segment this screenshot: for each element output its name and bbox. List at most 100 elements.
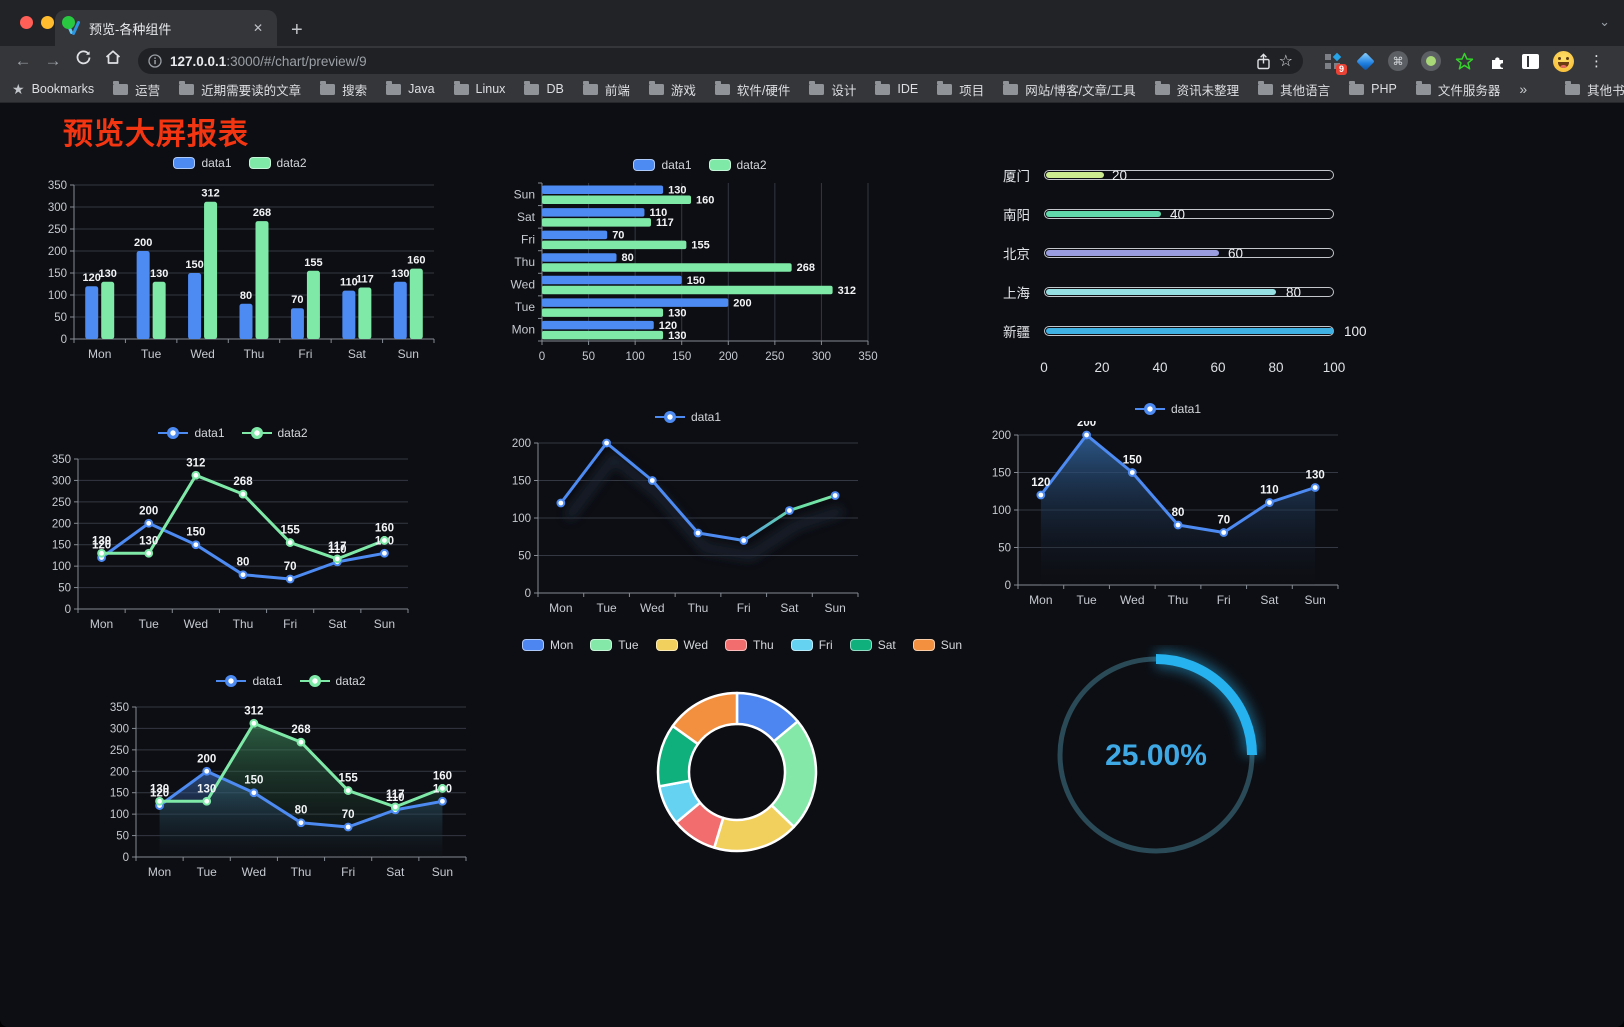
city-label: 上海 bbox=[1003, 285, 1030, 301]
svg-text:Sat: Sat bbox=[780, 601, 799, 615]
extension-command-icon[interactable]: ⌘ bbox=[1387, 50, 1409, 72]
share-icon[interactable] bbox=[1256, 52, 1271, 70]
folder-icon bbox=[113, 80, 129, 95]
bookmark-folder[interactable]: Java bbox=[386, 80, 435, 99]
folder-icon bbox=[1565, 80, 1581, 95]
svg-text:250: 250 bbox=[110, 745, 129, 757]
tab-search-chevron-icon[interactable]: ⌄ bbox=[1599, 14, 1610, 29]
svg-text:150: 150 bbox=[52, 540, 71, 552]
bookmark-folder[interactable]: 搜索 bbox=[320, 80, 367, 99]
address-bar[interactable]: 127.0.0.1:3000/#/chart/preview/9 ☆ bbox=[138, 48, 1303, 74]
legend-item[interactable]: Mon bbox=[521, 638, 573, 652]
bookmark-folder[interactable]: 前端 bbox=[582, 80, 630, 99]
legend-item[interactable]: data1 bbox=[633, 158, 692, 172]
svg-text:250: 250 bbox=[765, 351, 784, 363]
donut-chart: Mon Tue Wed Thu Fri Sat Sun bbox=[521, 635, 962, 860]
legend-item[interactable]: data2 bbox=[248, 156, 307, 170]
svg-text:268: 268 bbox=[253, 207, 271, 219]
legend-item[interactable]: data1 bbox=[173, 156, 232, 170]
city-label: 新疆 bbox=[1003, 324, 1030, 340]
bookmark-folder[interactable]: 设计 bbox=[809, 80, 856, 99]
svg-text:Sun: Sun bbox=[398, 347, 419, 361]
browser-menu-icon[interactable]: ⋮ bbox=[1589, 53, 1604, 70]
folder-icon bbox=[524, 80, 540, 95]
side-panel-icon[interactable] bbox=[1519, 50, 1541, 72]
legend-item[interactable]: Fri bbox=[790, 638, 833, 652]
bookmarks-root[interactable]: ★ Bookmarks bbox=[12, 81, 95, 97]
legend-item[interactable]: Sun bbox=[912, 638, 962, 652]
svg-text:80: 80 bbox=[1172, 507, 1185, 519]
svg-text:200: 200 bbox=[52, 518, 71, 530]
legend-item[interactable]: data1 bbox=[216, 674, 283, 688]
svg-text:312: 312 bbox=[201, 188, 219, 200]
bookmark-folder[interactable]: DB bbox=[524, 80, 564, 99]
bookmark-folder[interactable]: 软件/硬件 bbox=[714, 80, 790, 99]
folder-icon bbox=[179, 80, 195, 95]
back-icon[interactable]: ← bbox=[14, 51, 32, 70]
bookmark-folder[interactable]: 游戏 bbox=[648, 80, 696, 99]
bookmark-folder[interactable]: 文件服务器 bbox=[1415, 80, 1500, 99]
legend-item[interactable]: data1 bbox=[158, 426, 225, 440]
bookmark-folder[interactable]: PHP bbox=[1349, 80, 1397, 99]
tab-close-icon[interactable]: ✕ bbox=[252, 21, 263, 35]
bookmark-folder[interactable]: Linux bbox=[453, 80, 505, 99]
svg-text:80: 80 bbox=[622, 252, 634, 264]
svg-text:50: 50 bbox=[582, 351, 595, 363]
progress-axis: 0 20 40 60 80 100 bbox=[1040, 360, 1346, 375]
legend-item[interactable]: data2 bbox=[708, 158, 767, 172]
bookmark-folder[interactable]: IDE bbox=[875, 80, 918, 99]
site-info-icon[interactable] bbox=[148, 54, 162, 68]
close-window-button[interactable] bbox=[20, 16, 33, 29]
extension-record-icon[interactable] bbox=[1420, 50, 1442, 72]
svg-text:200: 200 bbox=[1077, 421, 1096, 429]
folder-icon bbox=[453, 80, 469, 95]
legend-item[interactable]: Sat bbox=[849, 638, 896, 652]
extension-puzzle-icon[interactable] bbox=[1486, 50, 1508, 72]
chart-legend: data1 data2 bbox=[504, 155, 896, 175]
bookmark-folder[interactable]: 近期需要读的文章 bbox=[179, 80, 301, 99]
city-label: 厦门 bbox=[1003, 168, 1030, 184]
progress-value: 20 bbox=[1112, 167, 1128, 183]
svg-text:0: 0 bbox=[1005, 580, 1011, 592]
legend-item[interactable]: data1 bbox=[654, 410, 721, 424]
svg-text:Wed: Wed bbox=[190, 347, 214, 361]
svg-text:100: 100 bbox=[626, 351, 645, 363]
extensions-area: 9 ⌘ ⋮ bbox=[1315, 50, 1614, 75]
reload-icon[interactable] bbox=[70, 48, 96, 74]
svg-text:Mon: Mon bbox=[1029, 593, 1052, 607]
bookmarks-overflow-icon[interactable]: » bbox=[1519, 81, 1528, 97]
bookmark-folder[interactable]: 项目 bbox=[937, 80, 984, 99]
zoom-window-button[interactable] bbox=[62, 16, 75, 29]
new-tab-button[interactable]: + bbox=[291, 19, 303, 41]
legend-swatch bbox=[248, 157, 271, 169]
bookmark-folder[interactable]: 运营 bbox=[113, 80, 160, 99]
minimize-window-button[interactable] bbox=[41, 16, 54, 29]
other-bookmarks[interactable]: 其他书签 bbox=[1565, 80, 1624, 99]
chart-legend: data1 bbox=[504, 407, 872, 427]
svg-text:200: 200 bbox=[512, 438, 531, 450]
svg-text:110: 110 bbox=[386, 792, 405, 804]
bookmark-folder[interactable]: 资讯未整理 bbox=[1154, 80, 1239, 99]
emoji-extension-icon[interactable] bbox=[1552, 50, 1574, 72]
legend-item[interactable]: data2 bbox=[299, 674, 366, 688]
extension-green-star-icon[interactable] bbox=[1453, 50, 1475, 72]
extension-grid-icon[interactable]: 9 bbox=[1321, 50, 1347, 75]
svg-text:50: 50 bbox=[116, 831, 129, 843]
svg-text:70: 70 bbox=[1217, 515, 1230, 527]
extension-gem-icon[interactable] bbox=[1354, 50, 1376, 72]
bookmark-folder[interactable]: 网站/博客/文章/工具 bbox=[1003, 80, 1136, 99]
legend-item[interactable]: Thu bbox=[725, 638, 774, 652]
legend-item[interactable]: data1 bbox=[1134, 402, 1201, 416]
svg-text:312: 312 bbox=[838, 285, 856, 297]
legend-swatch bbox=[790, 639, 813, 651]
home-icon[interactable] bbox=[100, 48, 126, 74]
legend-item[interactable]: Tue bbox=[590, 638, 639, 652]
browser-tab[interactable]: 预览-各种组件 ✕ bbox=[55, 10, 277, 46]
forward-icon[interactable]: → bbox=[44, 51, 62, 70]
legend-item[interactable]: Wed bbox=[655, 638, 708, 652]
progress-track: 80 bbox=[1044, 285, 1334, 300]
legend-item[interactable]: data2 bbox=[241, 426, 308, 440]
bookmark-folder[interactable]: 其他语言 bbox=[1258, 80, 1330, 99]
bookmark-star-icon[interactable]: ☆ bbox=[1278, 53, 1293, 70]
legend-swatch bbox=[912, 639, 935, 651]
